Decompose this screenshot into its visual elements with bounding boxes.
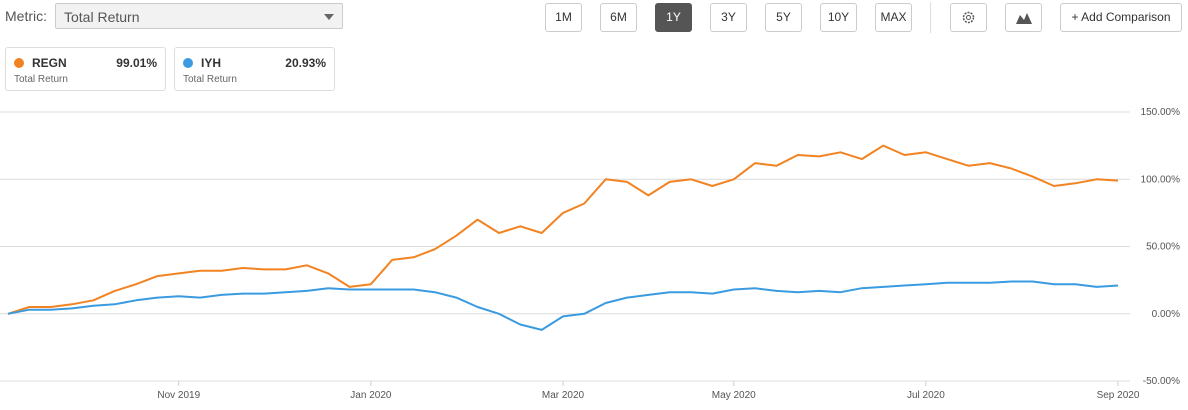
- chart-type-button[interactable]: [1005, 3, 1042, 32]
- x-tick-label: Mar 2020: [542, 390, 585, 401]
- y-tick-label: 100.00%: [1141, 174, 1181, 185]
- metric-label: Metric:: [5, 8, 47, 24]
- legend-metric: Total Return: [183, 74, 237, 85]
- metric-value: Total Return: [64, 9, 140, 25]
- range-button[interactable]: 6M: [600, 3, 637, 32]
- x-tick-label: Sep 2020: [1097, 390, 1140, 401]
- legend-dot: [183, 58, 193, 68]
- legend-dot: [14, 58, 24, 68]
- range-button[interactable]: 1Y: [655, 3, 692, 32]
- y-tick-label: -50.00%: [1143, 376, 1180, 387]
- range-button[interactable]: MAX: [875, 3, 912, 32]
- series-line: [7, 144, 1119, 315]
- x-tick-label: Jul 2020: [907, 390, 945, 401]
- settings-button[interactable]: [950, 3, 987, 32]
- series-line: [7, 280, 1119, 331]
- separator: [930, 2, 931, 33]
- range-button[interactable]: 1M: [545, 3, 582, 32]
- chart: -50.00% 0.00% 50.00% 100.00% 150.00% Nov 2019…: [0, 107, 1181, 401]
- legend-card[interactable]: IYH 20.93% Total Return: [174, 47, 335, 91]
- range-button[interactable]: 3Y: [710, 3, 747, 32]
- y-tick-label: 150.00%: [1141, 107, 1181, 118]
- range-button[interactable]: 5Y: [765, 3, 802, 32]
- legend-name: IYH: [201, 56, 222, 70]
- range-button[interactable]: 10Y: [820, 3, 857, 32]
- add-comparison-button[interactable]: + Add Comparison: [1060, 3, 1182, 32]
- x-tick-label: Nov 2019: [157, 390, 200, 401]
- chart-icon: [1016, 13, 1032, 24]
- y-tick-label: 0.00%: [1152, 309, 1180, 320]
- legend-card[interactable]: REGN 99.01% Total Return: [5, 47, 166, 91]
- legend-name: REGN: [32, 56, 67, 70]
- y-tick-label: 50.00%: [1146, 242, 1180, 253]
- legend-value: 99.01%: [116, 56, 157, 70]
- x-tick-label: Jan 2020: [350, 390, 392, 401]
- legend-value: 20.93%: [285, 56, 326, 70]
- gear-icon: [962, 11, 975, 24]
- metric-dropdown[interactable]: Total Return: [55, 3, 343, 29]
- x-tick-label: May 2020: [712, 390, 756, 401]
- caret: [324, 14, 334, 20]
- legend-metric: Total Return: [14, 74, 68, 85]
